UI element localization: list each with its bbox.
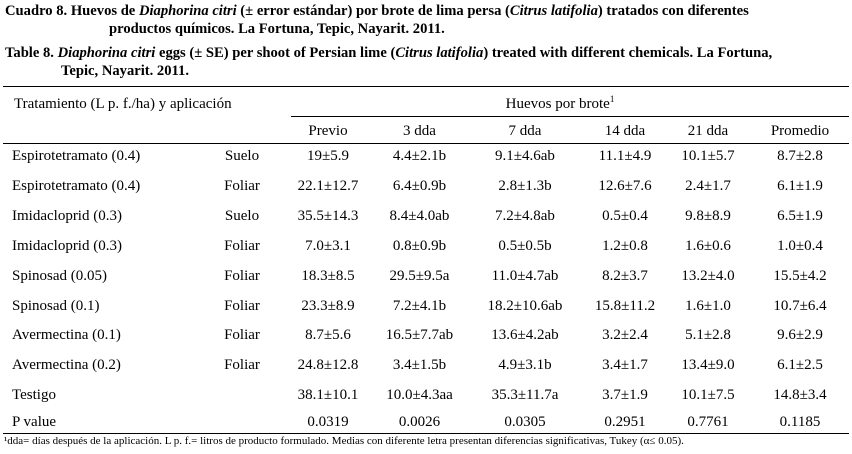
column-header: 21 dda [687,123,729,139]
row-application: Foliar [224,357,260,373]
table-cell: 0.7761 [687,414,729,430]
column-header: 7 dda [508,123,542,139]
row-treatment: Imidacloprid (0.3) [12,238,122,254]
table-cell: 2.8±1.3b [498,178,552,194]
table-cell: 6.1±1.9 [777,178,823,194]
row-application: Suelo [224,148,260,164]
table-cell: 4.9±3.1b [498,357,552,373]
table-cell: 24.8±12.8 [297,357,359,373]
table-cell: 7.2±4.1b [392,298,447,314]
table-cell: 18.2±10.6ab [487,298,563,314]
row-treatment: Spinosad (0.1) [12,298,100,314]
row-application: Foliar [224,327,260,343]
row-application: Foliar [224,298,260,314]
row-treatment: Avermectina (0.1) [12,327,121,343]
table-cell: 8.7±5.6 [305,327,351,343]
table-cell: 4.4±2.1b [392,148,447,164]
column-header: Previo [308,123,348,139]
table-footnote: ¹dda= días después de la aplicación. L p… [4,435,684,447]
table-cell: 6.5±1.9 [777,208,823,224]
caption-spanish-line2: productos químicos. La Fortuna, Tepic, N… [109,21,445,37]
table-cell: 0.0319 [307,414,349,430]
table-cell: 23.3±8.9 [301,298,355,314]
table-cell: 16.5±7.7ab [385,327,454,343]
table-cell: 13.6±4.2ab [491,327,559,343]
table-cell: 1.0±0.4 [777,238,823,254]
caption-english-line2: Tepic, Nayarit. 2011. [61,63,189,79]
row-application: Foliar [224,238,260,254]
table-cell: 0.2951 [604,414,646,430]
table-cell: 22.1±12.7 [297,178,359,194]
row-application: Suelo [224,208,260,224]
table-cell: 10.1±7.5 [681,387,735,403]
table-cell: 0.1185 [779,414,821,430]
row-treatment: Espirotetramato (0.4) [12,178,141,194]
table-cell: 35.5±14.3 [297,208,359,224]
table-cell: 7.2±4.8ab [495,208,555,224]
header-bottom-rule [3,143,849,144]
table-top-rule [3,86,849,87]
table-cell: 1.6±0.6 [685,238,731,254]
table-cell: 1.2±0.8 [602,238,648,254]
table-cell: 12.6±7.6 [598,178,652,194]
table-cell: 0.5±0.5b [498,238,552,254]
column-header: Promedio [770,123,830,139]
table-cell: 15.8±11.2 [594,298,656,314]
header-treatment: Tratamiento (L p. f./ha) y aplicación [14,96,232,112]
table-cell: 0.8±0.9b [392,238,447,254]
row-treatment: Testigo [12,387,56,403]
column-header: 3 dda [403,123,436,139]
table-cell: 0.0305 [504,414,546,430]
row-treatment: Espirotetramato (0.4) [12,148,141,164]
table-cell: 2.4±1.7 [685,178,731,194]
table-cell: 9.1±4.6ab [495,148,555,164]
row-treatment: Imidacloprid (0.3) [12,208,122,224]
header-group-rule [291,116,849,117]
table-cell: 8.7±2.8 [777,148,823,164]
table-cell: 8.2±3.7 [602,268,648,284]
table-cell: 13.4±9.0 [681,357,735,373]
table-cell: 0.0026 [398,414,441,430]
row-application: Foliar [224,178,260,194]
table-cell: 19±5.9 [307,148,349,164]
table-cell: 14.8±3.4 [773,387,827,403]
table-cell: 10.0±4.3aa [386,387,453,403]
header-eggs-per-shoot: Huevos por brote1 [505,94,615,113]
table-cell: 38.1±10.1 [297,387,359,403]
table-cell: 9.8±8.9 [685,208,731,224]
table-cell: 11.0±4.7ab [491,268,559,284]
row-treatment: P value [12,414,57,430]
table-cell: 0.5±0.4 [602,208,648,224]
table-cell: 11.1±4.9 [598,148,652,164]
table-cell: 10.1±5.7 [681,148,735,164]
table-cell: 3.2±2.4 [602,327,648,343]
table-cell: 8.4±4.0ab [389,208,450,224]
footnote-marker: 1 [609,94,615,104]
table-cell: 3.7±1.9 [602,387,648,403]
row-treatment: Spinosad (0.05) [12,268,107,284]
table-cell: 9.6±2.9 [777,327,823,343]
table-cell: 7.0±3.1 [305,238,351,254]
table-cell: 13.2±4.0 [681,268,735,284]
table-cell: 1.6±1.0 [685,298,731,314]
table-cell: 29.5±9.5a [389,268,450,284]
row-treatment: Avermectina (0.2) [12,357,121,373]
caption-english-line1: Table 8. Diaphorina citri eggs (± SE) pe… [5,45,773,61]
table-bottom-rule [3,433,849,434]
table-cell: 6.1±2.5 [777,357,823,373]
table-cell: 3.4±1.7 [602,357,648,373]
table-cell: 35.3±11.7a [491,387,559,403]
table-cell: 10.7±6.4 [773,298,827,314]
table-cell: 18.3±8.5 [301,268,355,284]
column-header: 14 dda [604,123,646,139]
table-cell: 6.4±0.9b [392,178,447,194]
table-cell: 15.5±4.2 [773,268,827,284]
table-cell: 3.4±1.5b [392,357,447,373]
row-application: Foliar [224,268,260,284]
table-cell: 5.1±2.8 [685,327,731,343]
caption-spanish-line1: Cuadro 8. Huevos de Diaphorina citri (± … [5,3,749,19]
